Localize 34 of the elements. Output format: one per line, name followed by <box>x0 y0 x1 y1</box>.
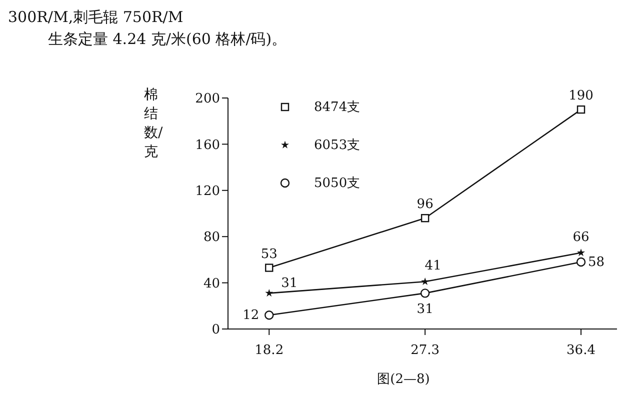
chart-subtitle: 生条定量 4.24 克/米(60 格林/码)。 <box>47 30 288 50</box>
x-tick-label: 36.4 <box>566 343 596 358</box>
data-label: 96 <box>416 197 434 212</box>
y-tick-label: 120 <box>195 184 220 200</box>
text: 图(2—8) <box>376 371 431 388</box>
point <box>264 310 274 320</box>
x-tick-label: 18.2 <box>254 343 284 358</box>
data-label: 31 <box>281 276 298 292</box>
data-label: 66 <box>572 230 590 245</box>
y-tick-label: 200 <box>195 92 220 107</box>
data-label: 190 <box>568 88 594 104</box>
data-label: 12 <box>242 308 260 324</box>
data-label: 58 <box>588 255 605 270</box>
data-label: 53 <box>260 246 278 262</box>
text: 300R/M,刺毛辊 750R/M <box>8 8 184 28</box>
legend-label: 6053支 <box>314 137 360 154</box>
legend-label: 5050支 <box>314 175 360 192</box>
point <box>421 277 430 286</box>
data-label: 41 <box>424 258 442 274</box>
y-tick-label: 40 <box>203 276 220 292</box>
data-label: 31 <box>416 302 434 318</box>
y-tick-label: 0 <box>212 322 220 338</box>
point <box>420 214 430 222</box>
point <box>577 248 586 256</box>
point <box>420 288 430 298</box>
point <box>576 105 586 114</box>
y-tick-label: 160 <box>195 138 220 153</box>
point <box>265 288 274 297</box>
y-tick-label: 80 <box>203 230 220 246</box>
legend-label: 8474支 <box>314 99 360 116</box>
x-tick-label: 27.3 <box>410 343 440 358</box>
point <box>265 264 274 272</box>
point <box>576 257 586 267</box>
y-axis-title: 棉结数/克 <box>144 86 163 162</box>
